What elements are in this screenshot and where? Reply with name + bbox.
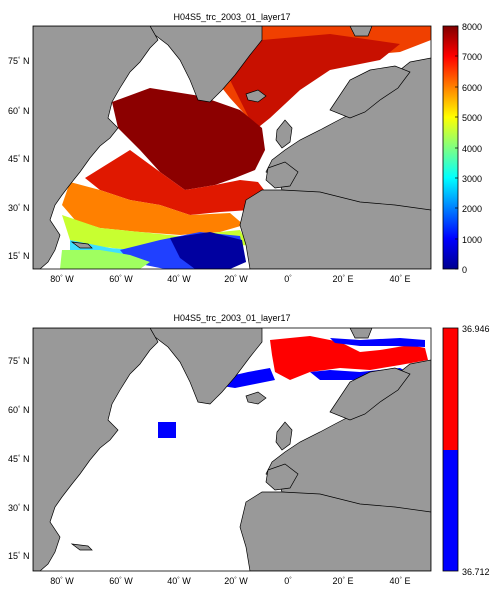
colorbar-tick-label: 3000 <box>462 174 482 184</box>
lat-tick: 15° N <box>8 551 29 561</box>
lon-tick: 40° W <box>167 274 191 284</box>
colorbar-tick-label: 6000 <box>462 83 482 93</box>
land-north-america <box>33 328 159 571</box>
land <box>33 26 431 269</box>
svg-text:15° N: 15° N <box>8 551 29 561</box>
lon-tick: 20° W <box>224 576 248 586</box>
land-greenland <box>149 328 263 405</box>
map-panel-bottom: H04S5_trc_2003_01_layer17 <box>8 313 490 586</box>
land-iberia <box>265 161 299 189</box>
lat-tick: 45° N <box>8 454 29 464</box>
lon-tick: 0° <box>284 274 292 284</box>
colorbar-tick-label: 2000 <box>462 204 482 214</box>
land-scandinavia <box>329 367 411 421</box>
lon-tick: 40° E <box>390 274 411 284</box>
lon-tick: 20° E <box>333 274 354 284</box>
panel-title: H04S5_trc_2003_01_layer17 <box>173 313 290 323</box>
svg-text:60° N: 60° N <box>8 405 29 415</box>
land-iberia <box>265 463 299 491</box>
colorbar-frame <box>442 327 459 572</box>
colorbar-gradient <box>442 25 459 270</box>
lat-tick: 15° N <box>8 251 29 261</box>
field-barents-blue-edge <box>222 368 275 388</box>
field-barents-blue-north <box>330 338 425 347</box>
svg-text:45° N: 45° N <box>8 154 29 164</box>
field-north-atlantic <box>230 34 400 130</box>
svg-text:45° N: 45° N <box>8 454 29 464</box>
longitude-ticks: 80° W 60° W 40° W 20° W 0° 20° E 40° E <box>50 274 410 284</box>
colorbar-tick-label: 4000 <box>462 144 482 154</box>
svg-text:75° N: 75° N <box>8 356 29 366</box>
svg-text:30° N: 30° N <box>8 503 29 513</box>
colorbar-bottom: 36.946 36.712 <box>442 324 490 577</box>
colorbar-top: 8000 7000 6000 5000 4000 3000 2000 1000 … <box>442 22 482 275</box>
lon-tick: 80° W <box>50 274 74 284</box>
map-panel-top: H04S5_trc_2003_01_layer17 <box>8 12 482 284</box>
land-north-america <box>33 26 159 269</box>
lon-tick: 20° W <box>224 274 248 284</box>
lon-tick: 80° W <box>50 576 74 586</box>
land-scandinavia <box>329 65 411 119</box>
lat-tick: 60° N <box>8 405 29 415</box>
field-gulf <box>60 250 150 269</box>
lat-tick: 60° N <box>8 106 29 116</box>
colorbar-tick-label: 1000 <box>462 235 482 245</box>
svg-text:15° N: 15° N <box>8 251 29 261</box>
lat-tick: 30° N <box>8 503 29 513</box>
land-greenland <box>149 26 263 103</box>
map-frame <box>32 25 432 270</box>
land-iceland <box>245 89 267 103</box>
lon-tick: 20° E <box>333 576 354 586</box>
colorbar-tick-label: 8000 <box>462 22 482 32</box>
field-subtropical <box>85 150 268 215</box>
land-iceland <box>245 391 267 405</box>
lat-tick: 45° N <box>8 154 29 164</box>
land-africa <box>239 491 431 571</box>
svg-text:60° N: 60° N <box>8 106 29 116</box>
latitude-ticks: 75° N 60° N 45° N 30° N 15° N <box>8 356 29 561</box>
colorbar-tick-label: 7000 <box>462 52 482 62</box>
land-svalbard <box>349 328 373 339</box>
tracer-field <box>60 26 431 269</box>
land-cuba <box>70 241 93 249</box>
land-svalbard <box>349 26 373 37</box>
lon-tick: 40° E <box>390 576 411 586</box>
svg-text:30° N: 30° N <box>8 203 29 213</box>
lat-tick: 75° N <box>8 356 29 366</box>
svg-text:75° N: 75° N <box>8 56 29 66</box>
longitude-ticks: 80° W 60° W 40° W 20° W 0° 20° E 40° E <box>50 576 410 586</box>
colorbar-tick-label: 0 <box>462 265 467 275</box>
panel-title: H04S5_trc_2003_01_layer17 <box>173 12 290 22</box>
lon-tick: 40° W <box>167 576 191 586</box>
land-uk <box>275 119 293 149</box>
land-cuba <box>70 543 93 551</box>
colorbar-segment-red <box>443 328 458 450</box>
lat-tick: 75° N <box>8 56 29 66</box>
colorbar-tick-label: 36.946 <box>462 324 490 334</box>
colorbar-tick-label: 5000 <box>462 113 482 123</box>
field-labrador-blue <box>158 422 176 438</box>
land-uk <box>275 421 293 451</box>
field-west <box>62 182 244 235</box>
lat-tick: 30° N <box>8 203 29 213</box>
lon-tick: 60° W <box>109 274 133 284</box>
land-africa <box>239 189 431 269</box>
colorbar-tick-label: 36.712 <box>462 567 490 577</box>
lon-tick: 0° <box>284 576 292 586</box>
field-tropical-deepblue <box>170 232 246 269</box>
map-frame <box>32 327 432 572</box>
land <box>33 328 431 571</box>
field-barents-red <box>270 336 428 380</box>
colorbar-segment-blue <box>443 450 458 571</box>
latitude-ticks: 75° N 60° N 45° N 30° N 15° N <box>8 56 29 261</box>
field-central-atlantic <box>112 88 265 190</box>
lon-tick: 60° W <box>109 576 133 586</box>
